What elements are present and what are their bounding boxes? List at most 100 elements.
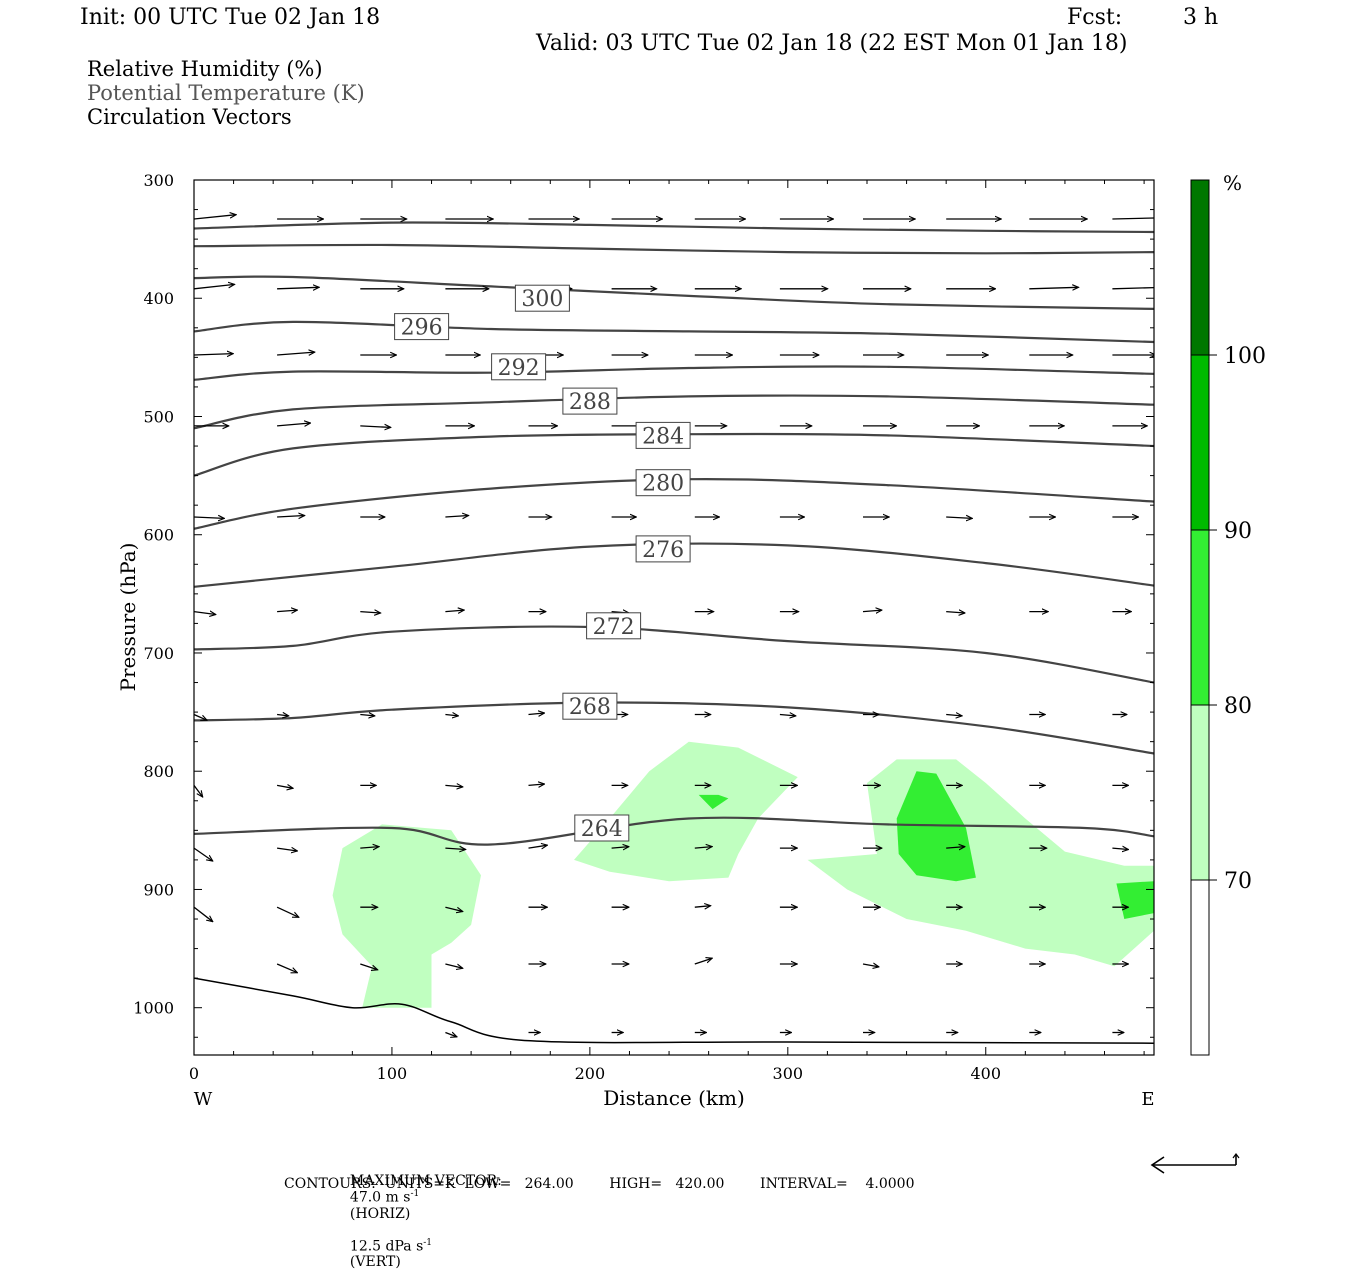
wind-vector xyxy=(528,784,545,785)
colorbar-label: 70 xyxy=(1224,869,1252,894)
y-tick-label: 300 xyxy=(143,171,174,190)
colorbar-unit: % xyxy=(1223,171,1242,195)
wind-vector xyxy=(445,1033,457,1037)
contour-label-box xyxy=(394,313,450,341)
wind-vector xyxy=(694,847,712,849)
contour-label-box xyxy=(562,692,618,720)
wind-vector xyxy=(1112,217,1154,220)
max-vector-horiz-unit: (HORIZ) xyxy=(349,1205,411,1222)
x-tick-label: 400 xyxy=(970,1064,1001,1083)
contour-label-box xyxy=(562,387,618,415)
contour-label-box xyxy=(491,353,547,381)
contour-labels: 300 296 292 288 284 280 276 272 268 264 xyxy=(394,284,691,842)
max-vector-horiz: 47.0 m s xyxy=(349,1189,411,1206)
reference-vector xyxy=(1150,1153,1240,1174)
wind-vector xyxy=(277,610,297,612)
wind-vector xyxy=(276,963,297,973)
colorbar-label: 90 xyxy=(1224,519,1252,544)
contour-label: 276 xyxy=(635,535,691,563)
wind-vector xyxy=(360,847,379,849)
forecast-value: 3 h xyxy=(1183,5,1219,30)
contour-label: 268 xyxy=(562,692,618,720)
colorbar-segment xyxy=(1190,879,1210,1056)
east-label: E xyxy=(1141,1089,1154,1110)
colorbar-segment xyxy=(1190,179,1210,356)
wind-vector xyxy=(194,906,213,922)
cross-section-chart: 300 296 292 288 284 280 276 272 268 264 300 400 500… xyxy=(116,171,1266,1174)
max-vector-vert-unit: (VERT) xyxy=(349,1254,401,1270)
wind-vector xyxy=(779,715,796,716)
max-vector-vert: 12.5 dPa s xyxy=(349,1238,424,1255)
wind-vector xyxy=(194,612,216,615)
axes: 300 400 500 600 700 800 900 1000 0 100 200 300 400 Di… xyxy=(116,171,1155,1110)
y-tick-label: 1000 xyxy=(133,999,174,1018)
y-tick-label: 800 xyxy=(143,762,174,781)
colorbar: 70 80 90 100% xyxy=(1190,171,1266,1056)
contour-label-text: 264 xyxy=(581,817,623,842)
isentrope-line xyxy=(194,243,1154,255)
isentrope-line xyxy=(194,432,1154,477)
contour-label: 300 xyxy=(514,284,570,312)
wind-vector xyxy=(194,847,213,861)
wind-vector xyxy=(194,517,224,518)
rh-region xyxy=(332,824,481,1008)
wind-vector xyxy=(277,516,305,518)
west-label: W xyxy=(194,1089,213,1110)
wind-vector xyxy=(445,906,462,911)
wind-vector xyxy=(946,715,962,716)
contour-label-text: 296 xyxy=(401,316,443,341)
wind-vector xyxy=(694,958,712,965)
x-tick-label: 200 xyxy=(575,1064,606,1083)
wind-vector xyxy=(862,610,882,612)
contour-label-text: 288 xyxy=(569,390,611,415)
circulation-vectors xyxy=(194,215,1154,1037)
colorbar-segment xyxy=(1190,704,1210,881)
isentrope-line xyxy=(194,394,1154,430)
wind-vector xyxy=(528,845,548,848)
wind-vector xyxy=(277,423,310,426)
wind-vector xyxy=(946,847,965,849)
wind-vector xyxy=(528,713,545,715)
wind-vector xyxy=(611,847,629,849)
legend-vectors: Circulation Vectors xyxy=(87,105,292,129)
rh-region xyxy=(698,794,729,810)
contour-label: 280 xyxy=(635,469,691,497)
wind-vector xyxy=(194,215,236,220)
contour-label-box xyxy=(514,284,570,312)
colorbar-label: 100 xyxy=(1224,344,1266,369)
surface-line xyxy=(194,977,1154,1044)
wind-vector xyxy=(1112,286,1154,290)
colorbar-segment xyxy=(1190,354,1210,531)
contour-label: 284 xyxy=(635,421,691,449)
wind-vector xyxy=(862,964,879,967)
x-tick-label: 0 xyxy=(189,1064,199,1083)
max-vector-label: MAXIMUM VECTOR: xyxy=(349,1173,502,1189)
contour-label-text: 276 xyxy=(642,538,684,563)
isentrope-line xyxy=(194,275,1154,310)
relative-humidity-shading xyxy=(332,741,1154,1008)
vert-exponent: -1 xyxy=(423,1237,433,1248)
contour-label-text: 272 xyxy=(593,615,635,640)
wind-vector xyxy=(360,963,377,970)
contour-label-text: 284 xyxy=(642,424,684,449)
contour-label-box xyxy=(635,421,691,449)
y-axis-label: Pressure (hPa) xyxy=(116,543,140,692)
y-tick-label: 700 xyxy=(143,644,174,663)
wind-vector xyxy=(445,715,458,716)
wind-vector xyxy=(277,848,297,851)
contour-info: CONTOURS: UNITS=K LOW= 264.00 HIGH= 420.… xyxy=(284,1176,915,1192)
contour-label-text: 300 xyxy=(521,287,563,312)
contour-label-box xyxy=(574,814,630,842)
plot-frame xyxy=(193,179,1155,1056)
contour-label: 292 xyxy=(491,353,547,381)
wind-vector xyxy=(360,612,380,613)
wind-vector xyxy=(277,287,319,289)
isentrope-line xyxy=(194,816,1154,846)
isentrope-line xyxy=(194,365,1154,381)
contour-label: 288 xyxy=(562,387,618,415)
legend-rh: Relative Humidity (%) xyxy=(87,57,323,81)
wind-vector xyxy=(276,785,293,788)
contour-label: 264 xyxy=(574,814,630,842)
wind-vector xyxy=(194,354,233,355)
wind-vector xyxy=(946,612,965,613)
